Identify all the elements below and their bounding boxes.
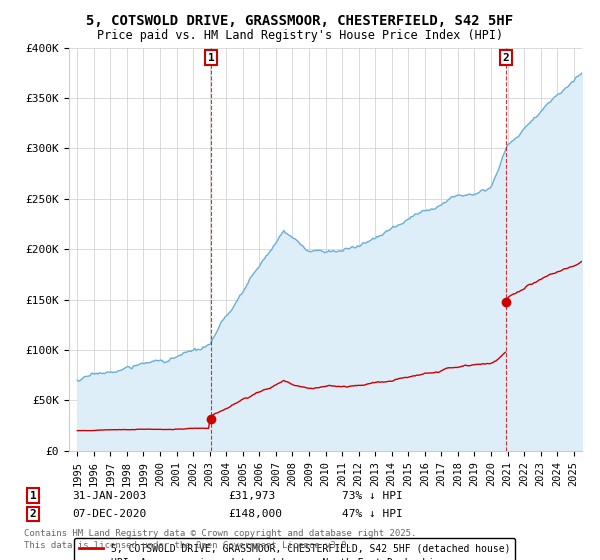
Text: £148,000: £148,000 [228, 509, 282, 519]
Text: 1: 1 [29, 491, 37, 501]
Text: Price paid vs. HM Land Registry's House Price Index (HPI): Price paid vs. HM Land Registry's House … [97, 29, 503, 42]
Legend: 5, COTSWOLD DRIVE, GRASSMOOR, CHESTERFIELD, S42 5HF (detached house), HPI: Avera: 5, COTSWOLD DRIVE, GRASSMOOR, CHESTERFIE… [74, 538, 515, 560]
Text: 1: 1 [208, 53, 214, 63]
Text: 73% ↓ HPI: 73% ↓ HPI [342, 491, 403, 501]
Text: 31-JAN-2003: 31-JAN-2003 [72, 491, 146, 501]
Text: 2: 2 [29, 509, 37, 519]
Text: £31,973: £31,973 [228, 491, 275, 501]
Text: Contains HM Land Registry data © Crown copyright and database right 2025.: Contains HM Land Registry data © Crown c… [24, 530, 416, 539]
Text: 5, COTSWOLD DRIVE, GRASSMOOR, CHESTERFIELD, S42 5HF: 5, COTSWOLD DRIVE, GRASSMOOR, CHESTERFIE… [86, 14, 514, 28]
Text: This data is licensed under the Open Government Licence v3.0.: This data is licensed under the Open Gov… [24, 541, 352, 550]
Text: 47% ↓ HPI: 47% ↓ HPI [342, 509, 403, 519]
Text: 2: 2 [503, 53, 509, 63]
Text: 07-DEC-2020: 07-DEC-2020 [72, 509, 146, 519]
